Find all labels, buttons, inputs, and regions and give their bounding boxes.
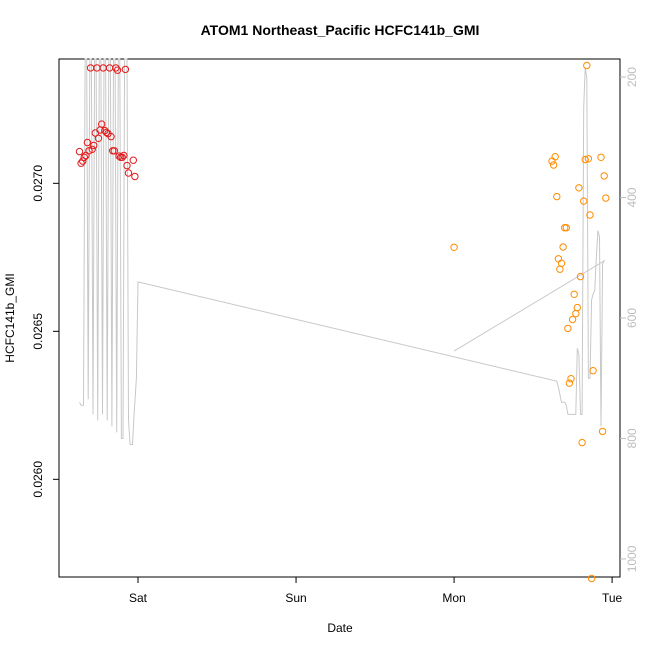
data-point-orange-10: [562, 224, 570, 232]
data-point-orange-31: [602, 194, 610, 202]
x-tick-label-sun: Sun: [285, 591, 306, 605]
data-point-red-0: [75, 147, 84, 156]
data-point-red-31: [124, 169, 133, 177]
data-point-orange-14: [568, 315, 577, 324]
x-axis-label: Date: [327, 621, 353, 635]
data-point-orange-24: [584, 155, 593, 163]
data-point-red-24: [113, 66, 122, 74]
chart-title: ATOM1 Northeast_Pacific HCFC141b_GMI: [201, 22, 480, 38]
data-point-orange-12: [565, 379, 574, 387]
data-point-orange-25: [586, 211, 594, 219]
data-point-orange-27: [589, 367, 597, 375]
data-point-orange-3: [551, 153, 559, 161]
data-point-red-23: [112, 64, 120, 72]
data-point-orange-21: [580, 197, 588, 205]
y-axis-label: HCFC141b_GMI: [3, 273, 17, 362]
pressure-line: [79, 58, 606, 445]
data-point-orange-13: [567, 375, 575, 383]
data-point-red-2: [79, 157, 87, 165]
data-point-orange-16: [572, 309, 580, 318]
data-point-orange-30: [600, 172, 608, 180]
data-point-orange-8: [559, 243, 567, 251]
x-tick-label-sat: Sat: [129, 591, 148, 605]
data-point-orange-1: [548, 157, 556, 165]
y-axis-left: 0.0260 0.0265 0.0270: [31, 165, 59, 498]
data-point-red-22: [110, 147, 119, 155]
y-left-tick-label: 0.0270: [31, 165, 45, 202]
data-point-red-19: [105, 64, 114, 72]
y-right-tick-label: 400: [625, 187, 639, 207]
data-point-orange-5: [554, 255, 563, 263]
pressure-line-layer: [79, 58, 606, 445]
data-point-red-14: [98, 120, 106, 128]
data-point-red-12: [94, 134, 103, 143]
data-point-orange-18: [575, 184, 583, 192]
data-point-red-33: [131, 172, 139, 181]
data-point-red-29: [121, 65, 130, 74]
x-tick-label-tue: Tue: [602, 591, 623, 605]
data-point-red-7: [86, 64, 95, 72]
data-point-orange-26: [587, 574, 596, 583]
y-axis-right: 200 400 600 800 1000: [620, 67, 639, 572]
data-point-red-27: [118, 153, 126, 162]
data-point-orange-7: [557, 259, 566, 267]
data-point-red-17: [102, 128, 111, 137]
data-point-red-20: [107, 132, 115, 141]
y-right-tick-label: 800: [625, 428, 639, 448]
data-point-red-9: [90, 141, 98, 150]
data-point-orange-19: [576, 272, 585, 281]
y-left-tick-label: 0.0265: [31, 313, 45, 350]
plot-frame: [58, 58, 621, 578]
data-point-orange-4: [553, 192, 561, 201]
data-point-orange-6: [556, 265, 564, 273]
data-point-orange-0: [450, 243, 458, 252]
data-point-orange-23: [583, 61, 591, 70]
data-point-red-1: [77, 159, 85, 167]
y-right-tick-label: 600: [625, 308, 639, 328]
data-point-orange-2: [549, 161, 558, 169]
data-point-orange-17: [573, 303, 581, 312]
data-point-orange-15: [570, 290, 578, 298]
x-axis: Sat Sun Mon Tue: [129, 577, 623, 605]
data-point-orange-11: [564, 324, 572, 333]
y-left-tick-label: 0.0260: [31, 461, 45, 498]
data-point-red-5: [83, 138, 92, 147]
data-point-red-28: [120, 151, 128, 160]
data-point-orange-20: [578, 438, 586, 447]
x-tick-label-mon: Mon: [442, 591, 465, 605]
data-point-orange-22: [581, 155, 589, 164]
data-point-red-30: [123, 161, 131, 170]
data-point-red-3: [80, 153, 89, 162]
data-point-orange-29: [598, 427, 607, 436]
y-right-tick-label: 1000: [625, 545, 639, 572]
data-point-red-32: [129, 156, 138, 164]
data-point-red-4: [82, 151, 90, 160]
data-point-orange-28: [597, 153, 605, 162]
y-right-tick-label: 200: [625, 67, 639, 87]
data-point-red-8: [88, 145, 96, 154]
points-layer: [75, 61, 610, 583]
